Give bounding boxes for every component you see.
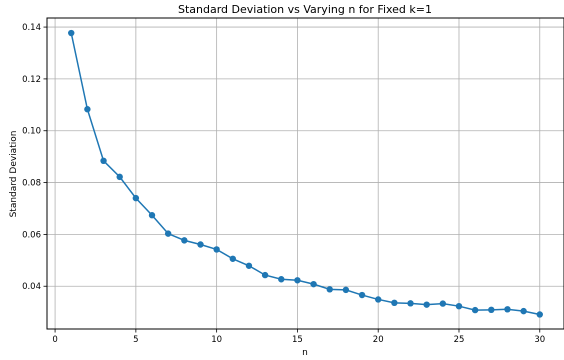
- x-tick-label: 30: [534, 335, 545, 345]
- grid-lines: [47, 18, 564, 329]
- data-series: [68, 29, 543, 318]
- data-point: [261, 271, 269, 279]
- x-axis-label: n: [302, 348, 308, 358]
- data-point: [488, 306, 495, 314]
- x-tick-label: 10: [211, 335, 222, 345]
- data-point: [164, 230, 172, 237]
- data-point: [181, 237, 188, 244]
- data-point: [391, 299, 398, 307]
- x-tick-label: 5: [133, 335, 138, 345]
- data-point: [536, 311, 543, 318]
- axis-ticks: 0 5 10 15 20 25 30 0.04 0.06 0.08 0.10 0.12 0.14: [22, 23, 545, 345]
- data-point: [278, 276, 285, 283]
- y-tick-label: 0.06: [22, 230, 41, 240]
- x-tick-label: 25: [454, 335, 465, 345]
- chart-title: Standard Deviation vs Varying n for Fixe…: [178, 3, 432, 16]
- data-point: [245, 262, 253, 269]
- data-point: [213, 246, 220, 253]
- data-point: [310, 280, 317, 288]
- data-point: [84, 106, 91, 113]
- data-point: [68, 29, 75, 37]
- x-tick-label: 0: [52, 335, 57, 345]
- data-point: [132, 194, 140, 202]
- x-tick-label: 20: [373, 335, 384, 345]
- data-point: [407, 300, 414, 307]
- data-point: [100, 157, 107, 165]
- data-point: [504, 306, 511, 313]
- y-tick-label: 0.08: [22, 179, 41, 189]
- data-point: [116, 173, 123, 181]
- data-point: [342, 286, 350, 294]
- y-axis-label: Standard Deviation: [9, 131, 19, 218]
- data-point: [294, 277, 301, 284]
- data-point: [229, 255, 236, 262]
- data-point: [439, 300, 447, 307]
- data-point: [423, 301, 430, 308]
- data-point: [375, 296, 382, 303]
- data-point: [455, 302, 463, 310]
- data-point: [471, 306, 479, 314]
- data-point: [197, 241, 204, 248]
- y-tick-label: 0.14: [22, 23, 41, 33]
- y-tick-label: 0.04: [22, 282, 41, 292]
- data-point: [358, 291, 366, 299]
- plot-frame: [46, 17, 564, 330]
- y-tick-label: 0.12: [22, 75, 41, 85]
- x-tick-label: 15: [292, 335, 303, 345]
- data-point: [148, 212, 156, 219]
- y-tick-label: 0.10: [22, 127, 41, 137]
- data-point: [520, 307, 527, 315]
- data-point: [326, 286, 333, 293]
